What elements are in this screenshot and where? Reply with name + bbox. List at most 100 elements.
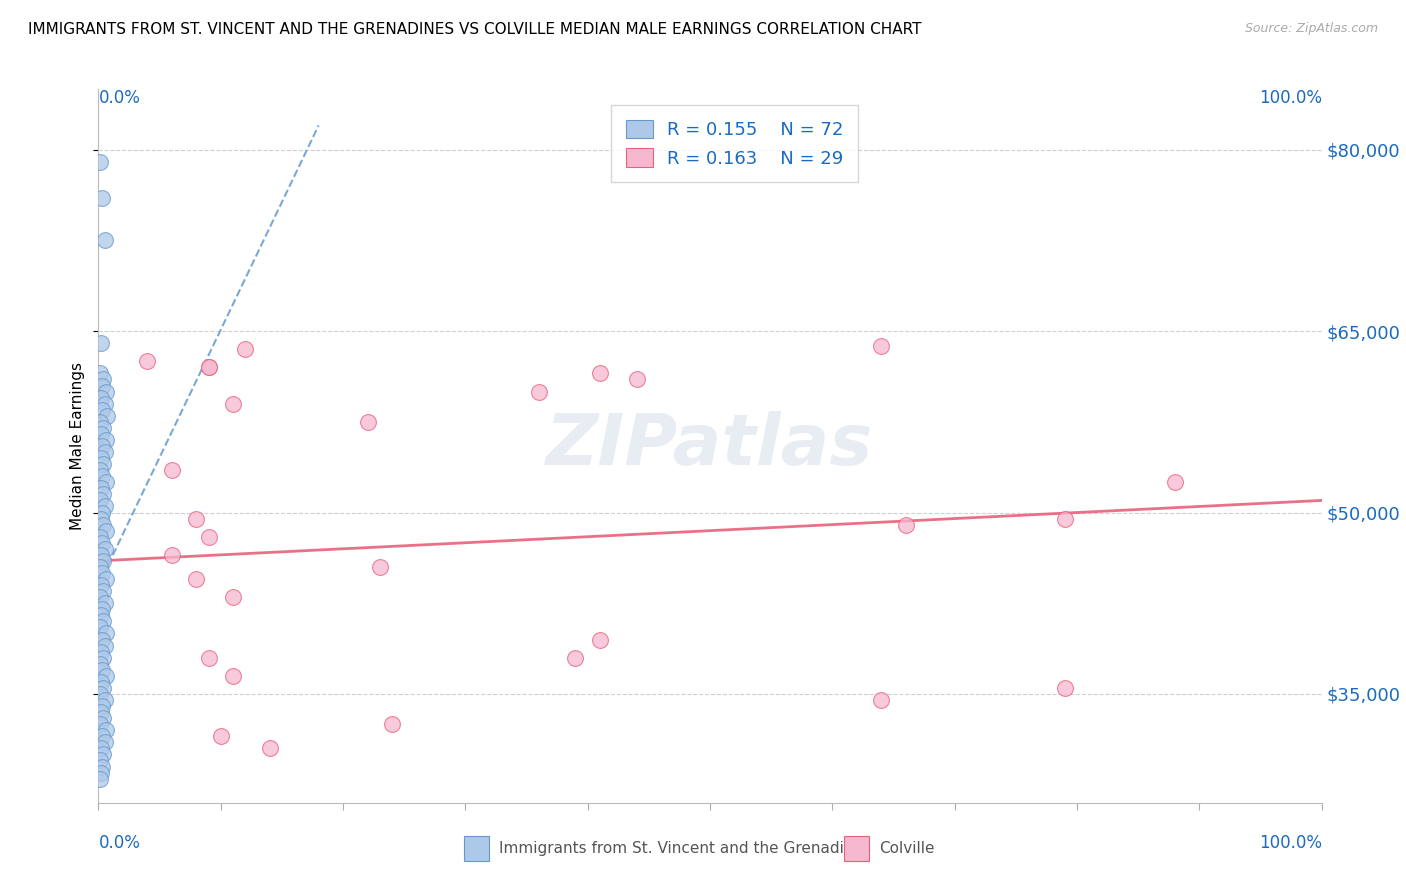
Point	[91, 457, 114, 471]
Point	[90, 674, 112, 689]
Point	[93, 639, 115, 653]
Point	[91, 535, 114, 549]
Point	[91, 421, 114, 435]
Text: 100.0%: 100.0%	[1258, 834, 1322, 852]
Point	[91, 681, 114, 695]
Point	[94, 669, 117, 683]
Point	[197, 360, 219, 375]
Point	[527, 384, 550, 399]
Point	[564, 650, 586, 665]
Point	[1053, 511, 1076, 525]
Point	[90, 578, 112, 592]
Point	[222, 397, 245, 411]
Point	[91, 566, 114, 580]
Point	[356, 415, 378, 429]
Point	[89, 657, 111, 671]
Text: Colville: Colville	[879, 841, 934, 855]
Point	[626, 372, 648, 386]
Point	[91, 650, 114, 665]
Text: 100.0%: 100.0%	[1258, 89, 1322, 107]
Point	[89, 560, 111, 574]
Point	[93, 693, 115, 707]
Point	[197, 650, 219, 665]
Point	[90, 391, 112, 405]
Point	[90, 741, 112, 756]
Point	[89, 154, 111, 169]
Point	[368, 560, 391, 574]
Point	[1053, 681, 1076, 695]
Point	[91, 615, 114, 629]
Point	[870, 338, 893, 352]
Point	[91, 517, 114, 532]
Point	[91, 699, 114, 714]
Point	[91, 747, 114, 762]
Point	[91, 191, 114, 205]
Point	[93, 596, 115, 610]
Point	[90, 426, 112, 441]
Point	[870, 693, 893, 707]
Point	[90, 645, 112, 659]
Point	[91, 663, 114, 677]
Point	[91, 759, 114, 773]
Point	[222, 669, 245, 683]
Point	[90, 548, 112, 562]
Point	[91, 439, 114, 453]
Point	[197, 360, 219, 375]
Text: Source: ZipAtlas.com: Source: ZipAtlas.com	[1244, 22, 1378, 36]
Point	[259, 741, 281, 756]
Point	[91, 554, 114, 568]
Point	[91, 584, 114, 599]
Point	[136, 354, 159, 368]
Point	[91, 378, 114, 392]
Point	[209, 729, 232, 743]
Point	[89, 772, 111, 786]
Point	[90, 765, 112, 780]
Point	[94, 572, 117, 586]
Point	[233, 343, 256, 357]
Text: 0.0%: 0.0%	[98, 834, 141, 852]
Point	[89, 687, 111, 701]
Point	[589, 632, 612, 647]
Point	[89, 463, 111, 477]
Point	[89, 590, 111, 604]
Point	[89, 493, 111, 508]
Point	[160, 548, 183, 562]
Point	[91, 402, 114, 417]
Point	[89, 367, 111, 381]
Text: IMMIGRANTS FROM ST. VINCENT AND THE GRENADINES VS COLVILLE MEDIAN MALE EARNINGS : IMMIGRANTS FROM ST. VINCENT AND THE GREN…	[28, 22, 921, 37]
Point	[96, 409, 118, 423]
Text: 0.0%: 0.0%	[98, 89, 141, 107]
Point	[894, 517, 917, 532]
Text: ZIPatlas: ZIPatlas	[547, 411, 873, 481]
Point	[89, 415, 111, 429]
Point	[91, 487, 114, 501]
Point	[222, 590, 245, 604]
Point	[160, 463, 183, 477]
Point	[93, 500, 115, 514]
Point	[94, 524, 117, 538]
Point	[91, 729, 114, 743]
Point	[94, 433, 117, 447]
Point	[94, 384, 117, 399]
Point	[91, 632, 114, 647]
Point	[186, 511, 208, 525]
Point	[93, 233, 115, 247]
Point	[93, 397, 115, 411]
Point	[91, 602, 114, 616]
Point	[1164, 475, 1187, 490]
Point	[89, 530, 111, 544]
Point	[90, 511, 112, 525]
Point	[186, 572, 208, 586]
Y-axis label: Median Male Earnings: Median Male Earnings	[70, 362, 86, 530]
Text: Immigrants from St. Vincent and the Grenadines: Immigrants from St. Vincent and the Gren…	[499, 841, 872, 855]
Point	[381, 717, 404, 731]
Point	[93, 735, 115, 749]
Point	[90, 451, 112, 466]
Point	[91, 506, 114, 520]
Point	[91, 372, 114, 386]
Point	[90, 705, 112, 719]
Point	[89, 754, 111, 768]
Point	[197, 530, 219, 544]
Point	[94, 475, 117, 490]
Point	[89, 717, 111, 731]
